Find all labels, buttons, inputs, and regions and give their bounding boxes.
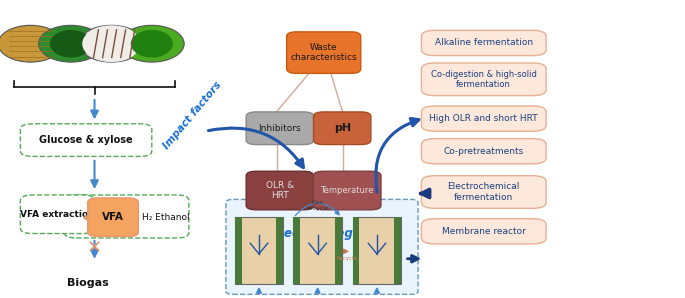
Text: Impact factors: Impact factors [161,79,223,150]
Text: VFA: VFA [102,212,124,222]
FancyBboxPatch shape [235,217,283,284]
Ellipse shape [0,25,63,62]
Text: Electrochemical
fermentation: Electrochemical fermentation [447,182,520,202]
FancyBboxPatch shape [421,176,546,208]
Ellipse shape [131,30,173,58]
FancyBboxPatch shape [64,195,189,238]
FancyBboxPatch shape [335,217,342,284]
Text: Co-pretreatments: Co-pretreatments [444,147,524,156]
FancyBboxPatch shape [21,124,152,156]
FancyBboxPatch shape [286,32,361,73]
Text: High OLR and short HRT: High OLR and short HRT [429,114,538,123]
FancyBboxPatch shape [395,217,401,284]
Text: pH: pH [334,123,351,133]
Text: Alkaline fermentation: Alkaline fermentation [435,38,533,47]
Text: Enhanced strategies: Enhanced strategies [236,227,371,240]
Text: Temperature: Temperature [321,186,374,195]
Ellipse shape [82,25,140,62]
FancyBboxPatch shape [421,139,546,164]
FancyBboxPatch shape [353,217,401,284]
Text: Waste
characteristics: Waste characteristics [290,43,357,62]
FancyBboxPatch shape [353,217,360,284]
Text: Co-digestion & high-solid
fermentation: Co-digestion & high-solid fermentation [431,70,537,89]
FancyBboxPatch shape [88,198,138,237]
Text: Membrane reactor: Membrane reactor [442,227,525,236]
FancyBboxPatch shape [246,112,314,145]
Ellipse shape [119,25,184,62]
FancyBboxPatch shape [293,217,342,284]
FancyBboxPatch shape [277,217,283,284]
FancyBboxPatch shape [293,217,300,284]
Text: OLR &
HRT: OLR & HRT [266,181,294,200]
FancyBboxPatch shape [421,106,546,131]
FancyBboxPatch shape [421,219,546,244]
FancyBboxPatch shape [235,217,242,284]
Text: Biogas: Biogas [67,278,109,288]
FancyBboxPatch shape [314,112,371,145]
Ellipse shape [50,30,92,58]
FancyBboxPatch shape [421,63,546,96]
Text: Inhibitors: Inhibitors [258,124,301,133]
FancyBboxPatch shape [21,195,95,234]
Text: Gas
recycle: Gas recycle [306,200,329,211]
Text: Recycle: Recycle [337,256,358,261]
Ellipse shape [79,25,144,62]
FancyBboxPatch shape [226,199,418,294]
FancyBboxPatch shape [246,171,314,210]
FancyBboxPatch shape [421,30,546,55]
Text: Glucose & xylose: Glucose & xylose [39,135,133,145]
Text: H₂ Ethanol: H₂ Ethanol [142,213,189,222]
Ellipse shape [38,25,103,62]
FancyBboxPatch shape [314,171,381,210]
Text: VFA extraction: VFA extraction [20,210,95,219]
Text: ✕: ✕ [87,239,102,257]
